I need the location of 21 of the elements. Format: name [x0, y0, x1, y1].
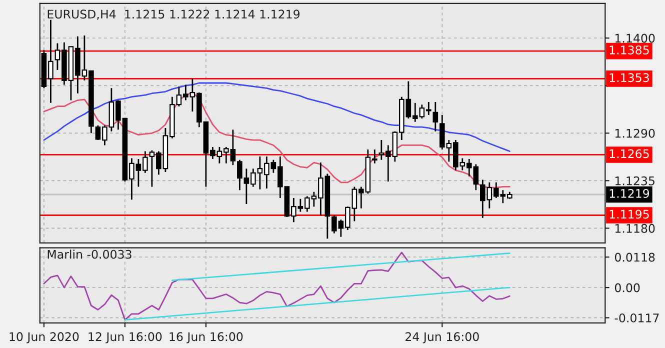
line-series: [43, 252, 510, 321]
x-tick-label: 12 Jun 16:00: [88, 332, 162, 344]
y-tick-label: -0.0117: [614, 314, 659, 322]
x-tick-label: 16 Jun 16:00: [170, 332, 243, 344]
ref-line-label: 1.1265: [610, 149, 649, 158]
y-tick-label: 0.00: [614, 283, 640, 292]
y-tick-label: 0.0118: [614, 252, 655, 262]
ref-line-label: 1.1219: [610, 188, 650, 198]
ref-line-label: 1.1353: [610, 73, 649, 82]
y-tick-label: 1.1290: [615, 128, 655, 138]
y-tick-label: 1.1180: [615, 224, 655, 233]
y-tick-label: 1.1400: [615, 34, 655, 43]
ref-line-label: 1.1385: [610, 46, 649, 54]
x-tick-label: 10 Jun 2020: [10, 332, 79, 344]
candlestick: [432, 101, 438, 132]
line-series: [43, 82, 510, 152]
chart-title: EURUSD,H4 1.1215 1.1222 1.1214 1.1219: [48, 10, 300, 20]
ref-line-label: 1.1195: [610, 210, 649, 219]
chart-title: Marlin -0.0033: [48, 250, 132, 259]
x-tick-label: 24 Jun 16:00: [406, 332, 479, 344]
y-tick-label: 1.1235: [615, 176, 654, 186]
